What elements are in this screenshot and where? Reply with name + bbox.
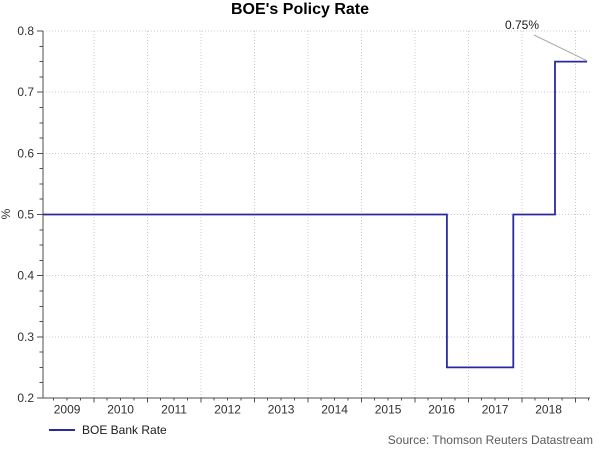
y-tick-label: 0.4: [17, 269, 34, 283]
y-tick-label: 0.3: [17, 330, 34, 344]
annotation-text: 0.75%: [505, 18, 540, 32]
annotation-callout-line: [533, 34, 587, 62]
y-tick-label: 0.5: [17, 208, 34, 222]
y-tick-label: 0.8: [17, 24, 34, 38]
source-credit: Source: Thomson Reuters Datastream: [387, 433, 593, 447]
legend-line-swatch: [49, 429, 75, 431]
y-tick-label: 0.7: [17, 85, 34, 99]
x-tick-label: 2014: [321, 403, 348, 417]
series-line-boe-bank-rate: [43, 60, 588, 369]
y-tick-label: 0.6: [17, 146, 34, 160]
y-tick-label: 0.2: [17, 391, 34, 405]
y-axis-label: %: [0, 208, 13, 220]
chart-title: BOE's Policy Rate: [230, 1, 370, 18]
x-tick-label: 2009: [54, 403, 81, 417]
x-tick-label: 2011: [161, 403, 187, 417]
x-tick-label: 2017: [482, 403, 509, 417]
legend-label: BOE Bank Rate: [82, 423, 167, 437]
x-tick-label: 2010: [107, 403, 134, 417]
x-tick-label: 2013: [268, 403, 295, 417]
x-tick-label: 2016: [428, 403, 455, 417]
x-tick-label: 2012: [214, 403, 241, 417]
legend: BOE Bank Rate: [49, 423, 167, 437]
x-tick-label: 2018: [535, 403, 562, 417]
x-tick-label: 2015: [375, 403, 402, 417]
